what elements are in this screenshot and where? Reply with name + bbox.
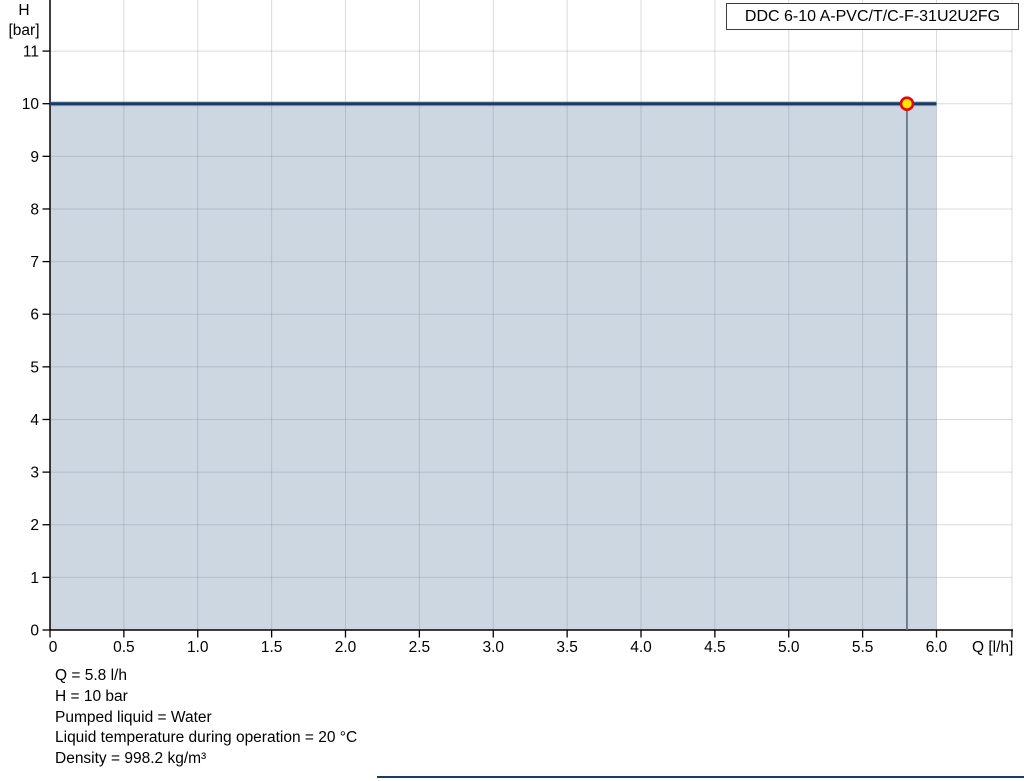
x-tick-label: 4.5 xyxy=(704,639,726,656)
info-line-density: Density = 998.2 kg/m³ xyxy=(55,750,207,768)
y-axis-title-line1: H xyxy=(18,2,29,19)
x-tick-label: 2.0 xyxy=(335,639,357,656)
pump-model-title-box: DDC 6-10 A-PVC/T/C-F-31U2U2FG xyxy=(726,3,1019,30)
y-tick-label: 5 xyxy=(30,359,39,376)
y-tick-label: 10 xyxy=(22,96,40,113)
x-tick-label: 1.0 xyxy=(187,639,209,656)
x-tick-label: 2.5 xyxy=(409,639,431,656)
y-tick-label: 0 xyxy=(30,623,39,640)
info-line-flow: Q = 5.8 l/h xyxy=(55,667,127,684)
x-tick-label: 3.5 xyxy=(556,639,578,656)
x-tick-label: 3.0 xyxy=(482,639,504,656)
y-tick-label: 2 xyxy=(30,517,39,534)
info-line-liquid-temperature: Liquid temperature during operation = 20… xyxy=(55,729,358,747)
y-tick-label: 4 xyxy=(30,412,39,429)
y-tick-label: 3 xyxy=(30,465,39,482)
x-axis-title: Q [l/h] xyxy=(972,639,1013,656)
x-tick-label: 6.0 xyxy=(926,639,948,656)
pump-model-title: DDC 6-10 A-PVC/T/C-F-31U2U2FG xyxy=(744,7,1001,25)
info-line-pumped-liquid: Pumped liquid = Water xyxy=(55,708,212,726)
x-tick-label: 0.5 xyxy=(113,639,135,656)
duty-point-marker xyxy=(899,96,915,111)
y-axis-title-line2: [bar] xyxy=(8,22,39,39)
x-tick-label: 5.5 xyxy=(852,639,874,656)
y-tick-label: 11 xyxy=(23,44,39,61)
pump-curve-chart: 0 1 2 3 4 5 6 7 8 9 10 11 0 0.5 1.0 1.5 2.0 2.5 3.0 3.5 4.0 4… xyxy=(8,0,1013,656)
x-tick-label: 0 xyxy=(49,639,58,656)
y-tick-label: 9 xyxy=(30,149,39,166)
x-tick-label: 5.0 xyxy=(778,639,800,656)
y-tick-label: 1 xyxy=(30,570,39,587)
curve-area-fill xyxy=(50,103,937,630)
y-tick-label: 8 xyxy=(30,201,39,218)
footer-rule xyxy=(377,776,1024,778)
y-tick-label: 7 xyxy=(30,254,39,271)
operating-info-block: Q = 5.8 l/h H = 10 bar Pumped liquid = W… xyxy=(55,666,357,770)
info-line-head: H = 10 bar xyxy=(55,687,128,705)
x-tick-label: 4.0 xyxy=(630,639,652,656)
x-tick-label: 1.5 xyxy=(261,639,283,656)
y-tick-label: 6 xyxy=(30,307,39,324)
